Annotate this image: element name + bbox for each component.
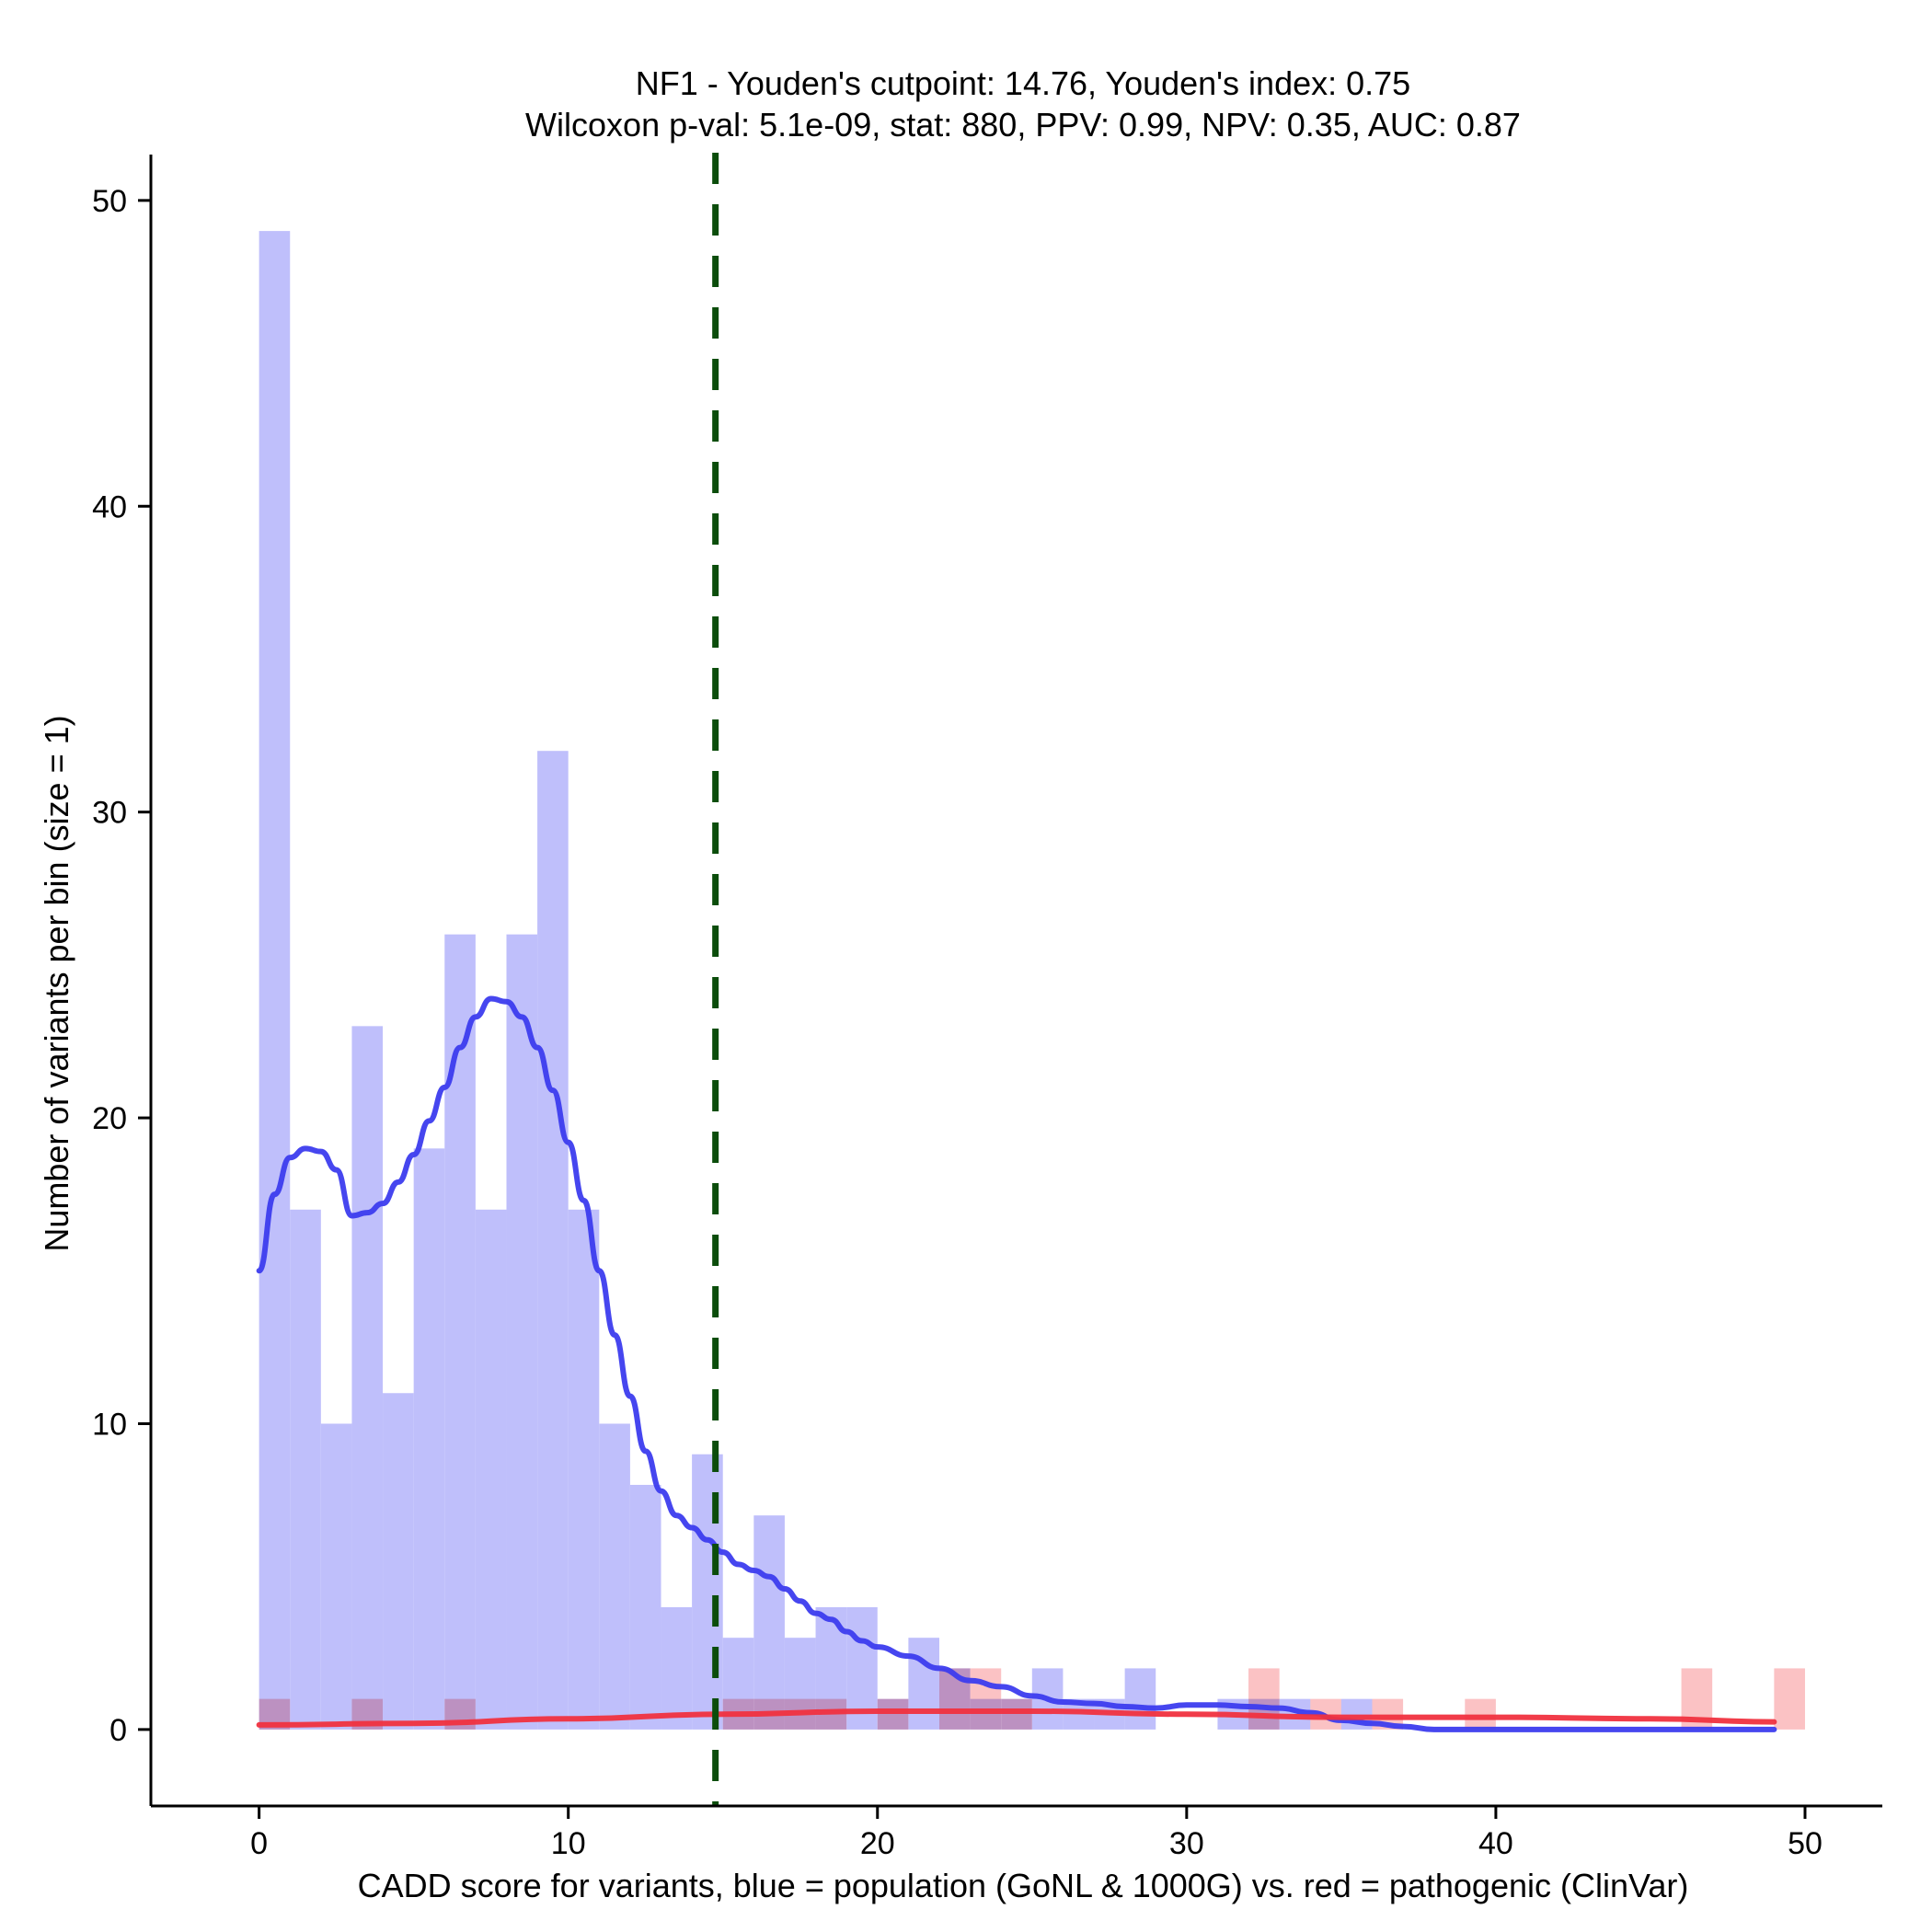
population-bar-9 (537, 751, 569, 1730)
population-bar-8 (506, 934, 538, 1730)
pathogenic-bar-9 (970, 1668, 1002, 1730)
axes: 0 10 20 30 40 50 0 10 20 30 40 50 (92, 155, 1882, 1861)
population-bar-28 (1124, 1668, 1156, 1730)
population-density-curve (256, 995, 1777, 1732)
x-tick-label-3: 30 (1169, 1826, 1204, 1861)
y-tick-label-5: 50 (92, 184, 127, 219)
population-bar-11 (599, 1423, 630, 1730)
pathogenic-density-curve (256, 1708, 1777, 1728)
y-tick-label-0: 0 (109, 1713, 127, 1748)
population-bar-4 (383, 1393, 414, 1730)
y-tick-label-4: 40 (92, 489, 127, 524)
y-axis-ticks: 0 10 20 30 40 50 (92, 184, 151, 1748)
x-tick-label-5: 50 (1788, 1826, 1823, 1861)
population-bar-3 (351, 1026, 384, 1730)
pathogenic-bar-11 (1248, 1668, 1280, 1730)
population-bar-13 (661, 1606, 693, 1730)
x-tick-label-2: 20 (860, 1826, 895, 1861)
y-tick-label-3: 30 (92, 796, 127, 831)
x-axis-label: CADD score for variants, blue = populati… (358, 1867, 1689, 1904)
population-bar-21 (908, 1638, 939, 1730)
y-axis-label: Number of variants per bin (size = 1) (38, 715, 75, 1251)
y-tick-label-2: 20 (92, 1101, 127, 1136)
population-bar-0 (259, 231, 291, 1730)
x-tick-label-4: 40 (1478, 1826, 1513, 1861)
chart-title-line-2: Wilcoxon p-val: 5.1e-09, stat: 880, PPV:… (525, 106, 1521, 144)
chart-title-line-1: NF1 - Youden's cutpoint: 14.76, Youden's… (636, 64, 1410, 102)
pathogenic-bar-16 (1774, 1668, 1805, 1730)
population-bar-7 (475, 1209, 507, 1730)
population-bars (259, 231, 1373, 1730)
x-tick-label-0: 0 (250, 1826, 268, 1861)
pathogenic-bar-14 (1465, 1698, 1496, 1730)
population-bar-1 (290, 1209, 321, 1730)
pathogenic-bar-10 (1001, 1698, 1032, 1730)
population-bar-5 (413, 1148, 445, 1730)
x-tick-label-1: 10 (551, 1826, 586, 1861)
population-bar-10 (568, 1209, 600, 1730)
population-bar-6 (444, 934, 476, 1730)
x-axis-ticks: 0 10 20 30 40 50 (250, 1806, 1823, 1861)
density-curves (256, 995, 1777, 1732)
population-bar-2 (320, 1423, 352, 1730)
y-tick-label-1: 10 (92, 1407, 127, 1442)
population-bar-16 (753, 1515, 785, 1730)
pathogenic-bar-7 (877, 1698, 909, 1730)
chart-title: NF1 - Youden's cutpoint: 14.76, Youden's… (525, 64, 1521, 144)
population-bar-12 (629, 1484, 661, 1730)
